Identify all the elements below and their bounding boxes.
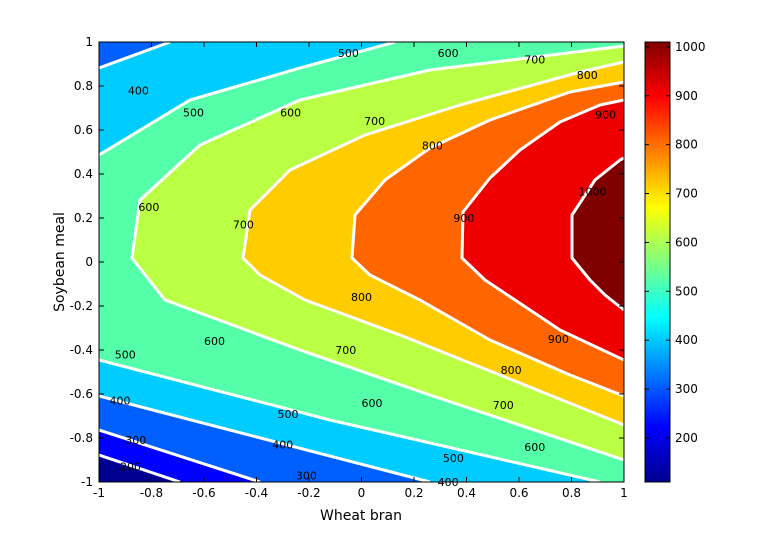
y-axis: 1 0.8 0.6 0.4 0.2 0 -0.2 -0.4 -0.6 -0.8 -1 (70, 35, 624, 489)
contour-label-400: 400 (272, 439, 293, 452)
y-tick-label: 0.6 (74, 123, 93, 137)
contour-label-800: 800 (351, 291, 372, 304)
colorbar: 1000 900 800 700 600 500 400 300 200 (644, 40, 706, 483)
contour-label-300: 300 (125, 434, 146, 447)
colorbar-tick-label: 800 (675, 138, 698, 152)
contour-label-700: 700 (233, 219, 254, 232)
x-tick-label: -0.6 (192, 486, 215, 500)
y-tick-label: -0.8 (70, 431, 93, 445)
y-tick-label: 0.2 (74, 211, 93, 225)
contour-label-600: 600 (204, 335, 225, 348)
colorbar-frame (644, 41, 671, 483)
contour-label-700: 700 (335, 344, 356, 357)
y-tick-label: 1 (85, 35, 93, 49)
contour-label-600: 600 (362, 397, 383, 410)
y-axis-label: Soybean meal (52, 212, 68, 312)
contour-line-500 (99, 42, 396, 157)
contour-label-900: 900 (595, 109, 616, 122)
x-tick-label: 0.4 (457, 486, 476, 500)
contour-line-700 (241, 60, 624, 427)
colorbar-tick-label: 600 (675, 235, 698, 249)
x-tick-label: -0.8 (140, 486, 163, 500)
x-tick-label: 0.8 (562, 486, 581, 500)
x-tick-label: 0 (358, 486, 366, 500)
contour-label-900: 900 (548, 333, 569, 346)
colorbar-tick-label: 900 (675, 89, 698, 103)
contour-label-400: 400 (128, 84, 149, 97)
contour-label-600: 600 (280, 106, 301, 119)
contour-line-200 (99, 453, 181, 482)
x-tick-label: 1 (620, 486, 628, 500)
colorbar-tick-label: 1000 (675, 40, 706, 54)
contour-line-500-bottom (99, 358, 601, 482)
contour-label-600: 600 (138, 201, 159, 214)
x-axis-label: Wheat bran (320, 508, 402, 524)
contour-label-500: 500 (115, 348, 136, 361)
y-tick-label: -0.4 (70, 343, 93, 357)
contour-label-900: 900 (453, 212, 474, 225)
y-tick-label: -1 (81, 475, 93, 489)
contour-label-700: 700 (364, 115, 385, 128)
contour-line-400-bottom (99, 394, 431, 482)
contour-label-700: 700 (493, 399, 514, 412)
contour-label-800: 800 (501, 364, 522, 377)
colorbar-tick-label: 500 (675, 284, 698, 298)
contour-label-500: 500 (443, 452, 464, 465)
contour-lines (99, 42, 624, 482)
contour-line-900 (460, 98, 624, 362)
contour-label-300: 300 (296, 469, 317, 482)
x-tick-label: -0.4 (245, 486, 268, 500)
contour-label-600: 600 (524, 441, 545, 454)
x-tick-label: -0.2 (297, 486, 320, 500)
contour-line-300 (99, 428, 261, 482)
contour-label-400: 400 (110, 395, 131, 408)
contour-label-800: 800 (422, 139, 443, 152)
contour-label-500: 500 (278, 408, 299, 421)
contour-line-600 (130, 44, 624, 462)
x-tick-label: -1 (93, 486, 105, 500)
colorbar-tick-label: 300 (675, 382, 698, 396)
colorbar-tick-label: 700 (675, 187, 698, 201)
colorbar-tick-label: 400 (675, 333, 698, 347)
contour-label-800: 800 (577, 69, 598, 82)
contour-line-400-top (99, 42, 171, 70)
contour-label-200: 200 (120, 461, 141, 474)
colorbar-tick-label: 200 (675, 431, 698, 445)
contour-labels: 500 600 700 800 400 500 600 700 800 900 600 700 900 1… (110, 47, 617, 489)
x-tick-label: 0.6 (509, 486, 528, 500)
y-tick-label: -0.6 (70, 387, 93, 401)
band-fill-900 (462, 100, 624, 360)
contour-label-500: 500 (338, 47, 359, 60)
contour-label-500: 500 (183, 106, 204, 119)
contour-label-700: 700 (524, 54, 545, 67)
contour-line-800 (350, 80, 624, 398)
contour-label-1000: 1000 (579, 186, 607, 199)
x-tick-label: 0.2 (404, 486, 423, 500)
colorbar-ticks: 1000 900 800 700 600 500 400 300 200 (645, 40, 706, 445)
y-tick-label: 0.8 (74, 79, 93, 93)
contour-label-600: 600 (438, 47, 459, 60)
y-tick-label: 0 (85, 255, 93, 269)
y-tick-label: 0.4 (74, 167, 93, 181)
colorbar-gradient (645, 42, 670, 482)
y-tick-label: -0.2 (70, 299, 93, 313)
x-axis: -1 -0.8 -0.6 -0.4 -0.2 0 0.2 0.4 0.6 0.8 1 (93, 42, 628, 500)
contour-line-1000 (570, 156, 624, 312)
